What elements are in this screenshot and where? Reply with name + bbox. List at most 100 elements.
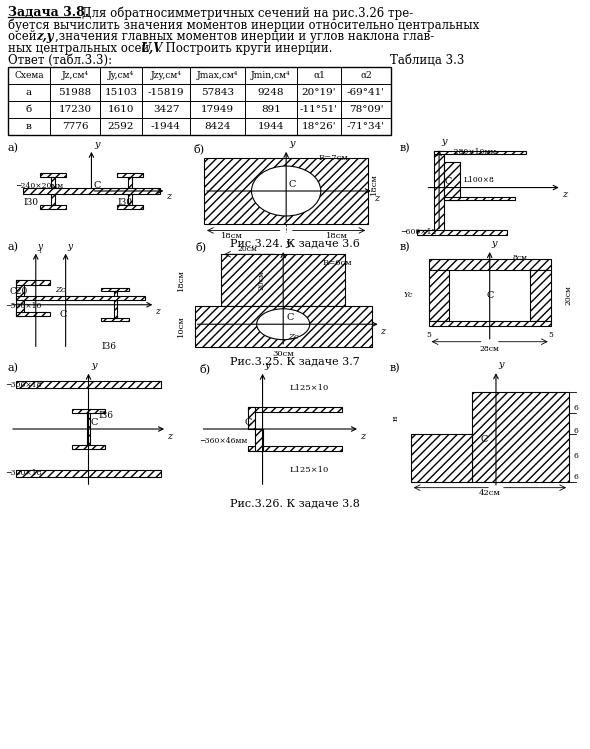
Text: 18°26': 18°26' xyxy=(301,122,336,131)
Text: 5: 5 xyxy=(548,331,553,339)
Text: y: y xyxy=(491,239,497,248)
Text: Jmax,см⁴: Jmax,см⁴ xyxy=(197,71,238,80)
Bar xyxy=(16,280,50,285)
Bar xyxy=(471,392,569,482)
Text: Для обратносимметричных сечений на рис.3.26 тре-: Для обратносимметричных сечений на рис.3… xyxy=(82,6,413,19)
Text: Jzy,см⁴: Jzy,см⁴ xyxy=(150,71,182,80)
Text: y: y xyxy=(289,139,294,148)
Bar xyxy=(16,312,50,315)
Bar xyxy=(248,446,342,451)
Bar xyxy=(128,177,132,205)
Text: осей: осей xyxy=(8,30,40,43)
Text: α1: α1 xyxy=(313,71,325,80)
Text: 20см: 20см xyxy=(565,285,573,306)
Text: L100×8: L100×8 xyxy=(464,175,494,184)
Bar xyxy=(40,205,65,209)
Text: Ответ (табл.3.3):: Ответ (табл.3.3): xyxy=(8,54,112,67)
Bar xyxy=(16,280,24,315)
Text: а): а) xyxy=(8,363,19,373)
Bar xyxy=(429,270,449,321)
Text: а: а xyxy=(26,88,32,97)
Text: -11°51': -11°51' xyxy=(300,105,338,114)
Text: ₁: ₁ xyxy=(39,247,42,255)
Text: L125×10: L125×10 xyxy=(289,384,329,392)
Text: б: б xyxy=(26,105,32,114)
Text: в): в) xyxy=(400,143,411,154)
Text: 6: 6 xyxy=(574,427,579,435)
Text: 28см: 28см xyxy=(480,345,500,353)
Text: 8424: 8424 xyxy=(204,122,231,131)
Text: Jz,см⁴: Jz,см⁴ xyxy=(61,71,88,80)
Text: Yc: Yc xyxy=(403,291,412,300)
Text: 20°19': 20°19' xyxy=(301,88,336,97)
Text: -71°34': -71°34' xyxy=(347,122,385,131)
Text: z: z xyxy=(381,327,386,336)
Text: R=7см: R=7см xyxy=(319,154,349,163)
Text: y: y xyxy=(94,140,100,149)
Text: C: C xyxy=(480,435,487,444)
Text: y: y xyxy=(442,137,447,146)
Circle shape xyxy=(257,309,310,339)
Text: ─240×20мм: ─240×20мм xyxy=(17,182,64,189)
Text: Задача 3.8.: Задача 3.8. xyxy=(8,6,89,19)
Bar xyxy=(429,259,550,270)
Bar xyxy=(114,291,117,318)
Bar xyxy=(101,288,129,291)
Text: 18см: 18см xyxy=(221,231,242,240)
Text: ных центральных осей: ных центральных осей xyxy=(8,42,153,55)
Circle shape xyxy=(251,166,321,216)
Text: -69°41': -69°41' xyxy=(347,88,385,97)
Bar xyxy=(17,381,161,388)
Bar xyxy=(434,151,444,231)
Text: Схема: Схема xyxy=(14,71,44,80)
Text: -1944: -1944 xyxy=(151,122,181,131)
Text: C: C xyxy=(245,418,253,427)
Text: в: в xyxy=(26,122,32,131)
Text: 42см: 42см xyxy=(479,489,501,497)
Text: 5: 5 xyxy=(427,331,431,339)
Text: 30см: 30см xyxy=(273,350,294,358)
Text: y: y xyxy=(286,239,291,248)
Text: C: C xyxy=(444,178,452,187)
Text: L125×10: L125×10 xyxy=(289,466,329,473)
Text: y: y xyxy=(38,242,43,251)
Text: 17230: 17230 xyxy=(58,105,91,114)
Text: z: z xyxy=(155,307,160,316)
Text: 20см: 20см xyxy=(258,270,266,290)
Text: 9248: 9248 xyxy=(258,88,284,97)
Text: C: C xyxy=(287,313,294,322)
Text: z: z xyxy=(373,194,379,203)
Bar xyxy=(417,230,507,234)
Text: ─300×18: ─300×18 xyxy=(6,380,41,389)
Text: Рис.3.24. К задаче 3.6: Рис.3.24. К задаче 3.6 xyxy=(230,238,360,248)
Bar xyxy=(87,413,90,446)
Text: C: C xyxy=(60,309,67,319)
Text: z,y: z,y xyxy=(36,30,54,43)
Text: ─360×46мм: ─360×46мм xyxy=(201,437,248,445)
Text: 17949: 17949 xyxy=(201,105,234,114)
Bar xyxy=(444,197,515,200)
Text: б): б) xyxy=(193,143,204,154)
Text: Jmin,см⁴: Jmin,см⁴ xyxy=(251,71,291,80)
Bar xyxy=(17,470,161,476)
Text: z: z xyxy=(167,432,172,441)
Text: 18см: 18см xyxy=(326,231,348,240)
Text: а): а) xyxy=(8,143,19,154)
Bar xyxy=(429,321,550,327)
Bar xyxy=(72,446,105,449)
Text: буется вычислить значения моментов инерции относительно центральных: буется вычислить значения моментов инерц… xyxy=(8,18,479,31)
Text: в): в) xyxy=(390,363,401,373)
Text: 6: 6 xyxy=(574,404,579,412)
Bar xyxy=(204,158,368,224)
Text: ─280×10мм: ─280×10мм xyxy=(448,148,496,156)
Text: R=6см: R=6см xyxy=(322,259,352,267)
Text: I36: I36 xyxy=(101,342,116,351)
Text: 78°09': 78°09' xyxy=(349,105,384,114)
Text: Рис.3.26. К задаче 3.8: Рис.3.26. К задаче 3.8 xyxy=(230,498,360,508)
Text: I30: I30 xyxy=(23,198,38,207)
Text: C: C xyxy=(91,418,98,427)
Text: ,значения главных моментов инерции и углов наклона глав-: ,значения главных моментов инерции и угл… xyxy=(55,30,434,43)
Text: ─500×10: ─500×10 xyxy=(6,302,41,310)
Text: y: y xyxy=(499,360,504,369)
Text: 1610: 1610 xyxy=(108,105,135,114)
